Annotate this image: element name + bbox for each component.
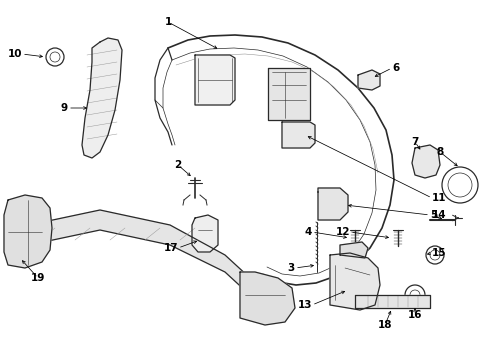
Text: 15: 15 [432,248,446,258]
Polygon shape [82,38,122,158]
Text: 14: 14 [432,210,446,220]
Text: 4: 4 [305,227,312,237]
Text: 7: 7 [411,137,418,147]
Polygon shape [318,188,348,220]
Text: 17: 17 [163,243,178,253]
Text: 11: 11 [432,193,446,203]
Text: 16: 16 [408,310,422,320]
Polygon shape [412,145,440,178]
Polygon shape [330,253,380,310]
Polygon shape [358,70,380,90]
Polygon shape [355,295,430,308]
Polygon shape [240,272,295,325]
Text: 2: 2 [174,160,182,170]
Text: 5: 5 [430,210,437,220]
Text: 19: 19 [31,273,45,283]
Polygon shape [15,210,250,295]
Polygon shape [282,122,315,148]
Polygon shape [4,195,52,268]
Text: 12: 12 [336,227,350,237]
Text: 10: 10 [7,49,22,59]
Polygon shape [192,215,218,252]
Polygon shape [195,55,235,105]
Polygon shape [340,242,368,258]
Text: 9: 9 [61,103,68,113]
Text: 6: 6 [392,63,399,73]
Text: 8: 8 [437,147,443,157]
Text: 3: 3 [288,263,295,273]
Text: 1: 1 [164,17,171,27]
Text: 18: 18 [378,320,392,330]
Text: 13: 13 [297,300,312,310]
Polygon shape [268,68,310,120]
